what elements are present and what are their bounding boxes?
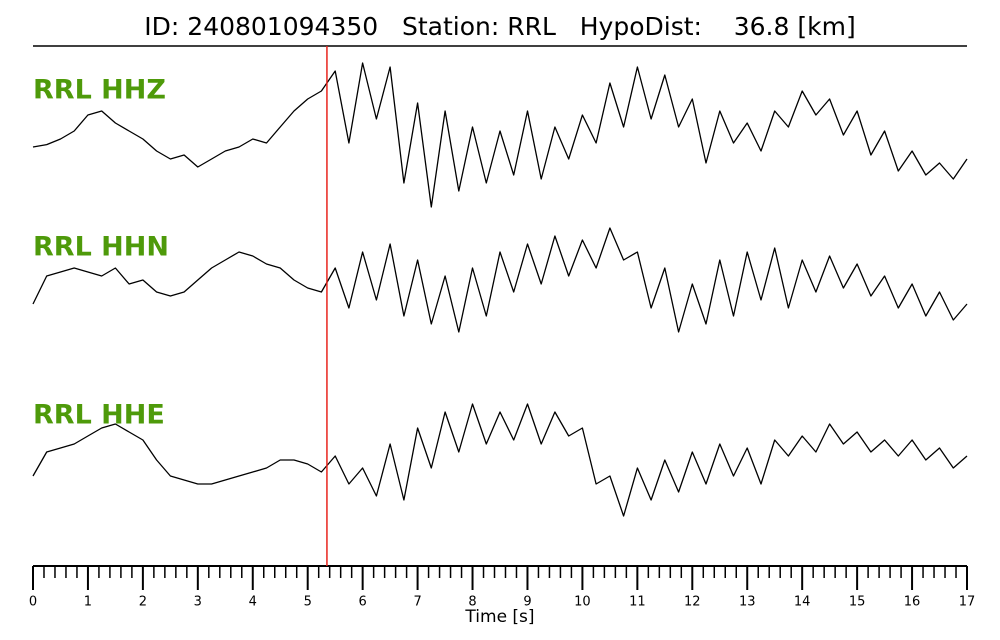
x-tick-label: 8	[468, 595, 476, 610]
x-tick-label: 4	[249, 595, 257, 610]
x-tick-label: 1	[84, 595, 92, 610]
x-tick-label: 9	[523, 595, 531, 610]
trace	[32, 62, 968, 208]
trace-label: RRL HHZ	[33, 75, 166, 106]
x-tick-label: 10	[574, 595, 591, 610]
trace	[32, 227, 968, 333]
x-tick-label: 7	[413, 595, 421, 610]
x-tick-label: 3	[194, 595, 202, 610]
x-tick-label: 17	[959, 595, 976, 610]
x-tick-label: 5	[304, 595, 312, 610]
x-axis-label: Time [s]	[464, 607, 534, 627]
x-tick-label: 16	[904, 595, 921, 610]
x-tick-label: 15	[849, 595, 866, 610]
x-tick-label: 14	[794, 595, 811, 610]
x-tick-label: 13	[739, 595, 756, 610]
x-tick-label: 0	[29, 595, 37, 610]
x-tick-label: 6	[359, 595, 367, 610]
trace	[32, 403, 968, 517]
x-tick-label: 12	[684, 595, 701, 610]
trace-label: RRL HHE	[33, 400, 165, 431]
x-tick-label: 2	[139, 595, 147, 610]
chart-title: ID: 240801094350 Station: RRL HypoDist: …	[144, 12, 855, 41]
x-tick-label: 11	[629, 595, 646, 610]
trace-label: RRL HHN	[33, 232, 169, 263]
